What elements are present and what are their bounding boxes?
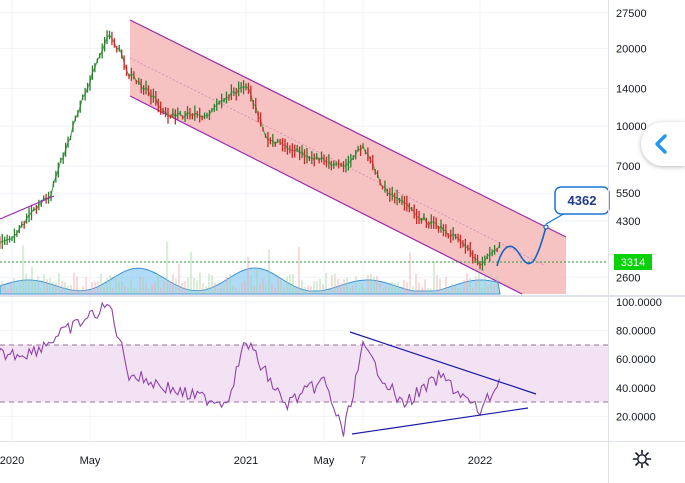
chevron-left-icon xyxy=(655,134,667,154)
up-trend-line xyxy=(0,195,55,220)
rsi-tick-label: 80.0000 xyxy=(616,326,656,338)
collapse-panel-button[interactable] xyxy=(641,122,685,166)
time-axis[interactable]: 2020 May 2021 May 7 2022 xyxy=(0,455,492,467)
time-tick-label: May xyxy=(80,455,101,467)
time-tick-label: 7 xyxy=(360,455,366,467)
gear-icon[interactable] xyxy=(632,449,652,469)
price-tick-label: 10000 xyxy=(616,121,647,133)
time-tick-label: May xyxy=(314,455,335,467)
price-tick-label: 14000 xyxy=(616,83,647,95)
volume-area xyxy=(0,241,501,295)
time-tick-label: 2020 xyxy=(0,455,24,467)
channel-lower-line xyxy=(129,95,523,295)
price-candles xyxy=(0,30,501,271)
last-price-badge: 3314 xyxy=(614,254,652,270)
price-tick-label: 5500 xyxy=(616,188,640,200)
projection-curve xyxy=(496,226,547,267)
rsi-tick-label: 60.0000 xyxy=(616,354,656,366)
rsi-tick-label: 100.0000 xyxy=(616,297,662,309)
time-tick-label: 2021 xyxy=(234,455,258,467)
rsi-upper-trendline xyxy=(349,331,537,395)
rsi-tick-label: 20.0000 xyxy=(616,411,656,423)
rsi-tick-label: 40.0000 xyxy=(616,383,656,395)
price-tick-label: 4300 xyxy=(616,216,640,228)
price-tick-label: 7000 xyxy=(616,161,640,173)
projection-value: 4362 xyxy=(568,193,597,208)
price-tick-label: 2600 xyxy=(616,272,640,284)
channel-upper-line xyxy=(129,19,567,238)
price-tick-label: 20000 xyxy=(616,43,647,55)
projection-point xyxy=(543,224,549,230)
rsi-line xyxy=(0,301,501,437)
rsi-axis[interactable]: 100.0000 80.0000 60.0000 40.0000 20.0000 xyxy=(616,297,662,423)
rsi-series xyxy=(0,301,501,437)
channel-middle-line xyxy=(129,57,545,266)
time-tick-label: 2022 xyxy=(468,455,492,467)
last-price-value: 3314 xyxy=(621,257,645,269)
price-tick-label: 27500 xyxy=(616,8,647,20)
rsi-lower-trendline xyxy=(351,407,529,435)
rsi-band xyxy=(0,345,608,402)
price-axis[interactable]: 27500 20000 14000 10000 7000 5500 4300 2600 xyxy=(616,8,647,284)
projection-callout: 4362 xyxy=(545,186,610,225)
